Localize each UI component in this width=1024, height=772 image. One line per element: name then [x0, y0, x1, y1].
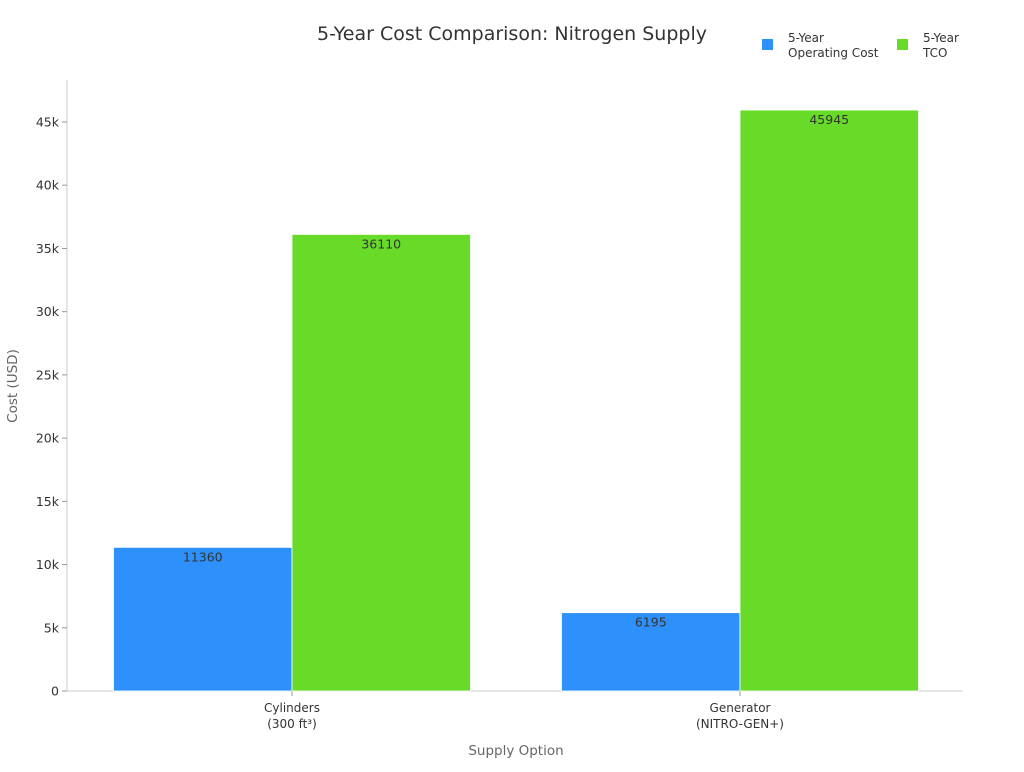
x-axis-label: Supply Option: [468, 743, 563, 759]
legend-label: 5-Year: [788, 31, 824, 45]
x-tick-label: (NITRO-GEN+): [696, 717, 784, 731]
data-label: 45945: [809, 112, 849, 127]
legend-label: Operating Cost: [788, 46, 879, 60]
legend-label: TCO: [922, 46, 947, 60]
bar: [561, 612, 741, 692]
y-tick-label: 0: [51, 684, 59, 699]
bar: [291, 234, 471, 692]
y-tick-label: 35k: [36, 241, 60, 256]
y-tick-label: 45k: [36, 115, 60, 130]
chart-title: 5-Year Cost Comparison: Nitrogen Supply: [317, 23, 707, 45]
y-tick-label: 20k: [36, 431, 60, 446]
data-label: 6195: [635, 615, 667, 630]
data-label: 11360: [183, 549, 223, 564]
bar: [739, 109, 919, 692]
y-tick-label: 25k: [36, 367, 60, 382]
legend-swatch: [762, 39, 773, 50]
y-tick-label: 40k: [36, 178, 60, 193]
legend-label: 5-Year: [923, 31, 959, 45]
x-tick-label: Generator: [710, 701, 771, 715]
y-tick-label: 15k: [36, 494, 60, 509]
data-label: 36110: [361, 236, 401, 251]
y-tick-label: 30k: [36, 304, 60, 319]
y-axis-label: Cost (USD): [5, 349, 21, 423]
legend-swatch: [897, 39, 908, 50]
bar: [113, 546, 293, 692]
x-tick-label: (300 ft³): [267, 717, 317, 731]
x-tick-label: Cylinders: [264, 701, 320, 715]
y-tick-label: 10k: [36, 557, 60, 572]
y-tick-label: 5k: [44, 620, 60, 635]
